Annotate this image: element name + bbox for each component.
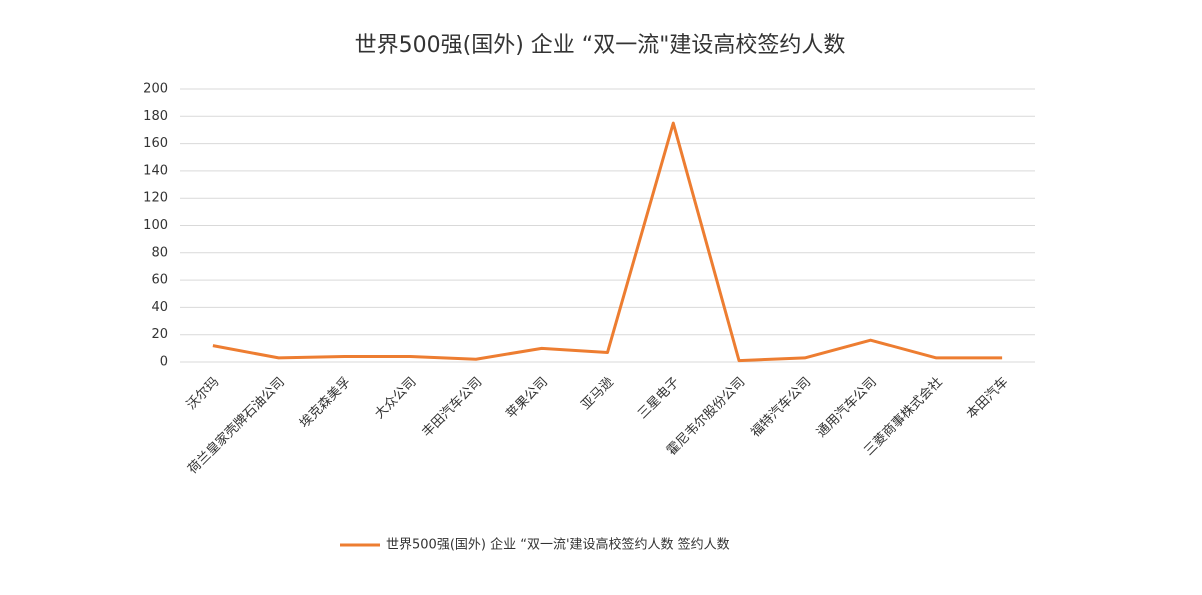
y-tick-label: 160 [143,136,168,151]
y-tick-label: 80 [151,245,168,260]
x-tick-label: 大众公司 [372,375,419,422]
y-tick-label: 40 [151,300,168,315]
x-tick-label: 苹果公司 [504,375,551,422]
x-tick-label: 亚马逊 [579,375,617,413]
y-tick-label: 140 [143,163,168,178]
x-tick-label: 三星电子 [635,375,682,422]
x-tick-label: 沃尔玛 [184,375,222,413]
x-tick-label: 福特汽车公司 [748,374,814,440]
y-tick-label: 180 [143,109,168,124]
data-line [212,121,1003,363]
y-tick-label: 200 [143,82,168,97]
y-tick-label: 60 [151,273,168,288]
y-tick-label: 120 [143,191,168,206]
x-tick-label: 丰田汽车公司 [419,374,485,440]
y-tick-label: 0 [160,355,168,370]
x-tick-label: 通用汽车公司 [813,374,879,440]
y-tick-label: 20 [151,327,168,342]
x-tick-label: 埃克森美孚 [297,375,354,432]
chart-title: 世界500强(国外) 企业 “双一流"建设高校签约人数 [355,33,846,58]
legend-label: 世界500强(国外) 企业 “双一流'建设高校签约人数 签约人数 [386,537,730,553]
x-tick-label: 本田汽车 [963,374,1011,422]
y-tick-label: 100 [143,218,168,233]
